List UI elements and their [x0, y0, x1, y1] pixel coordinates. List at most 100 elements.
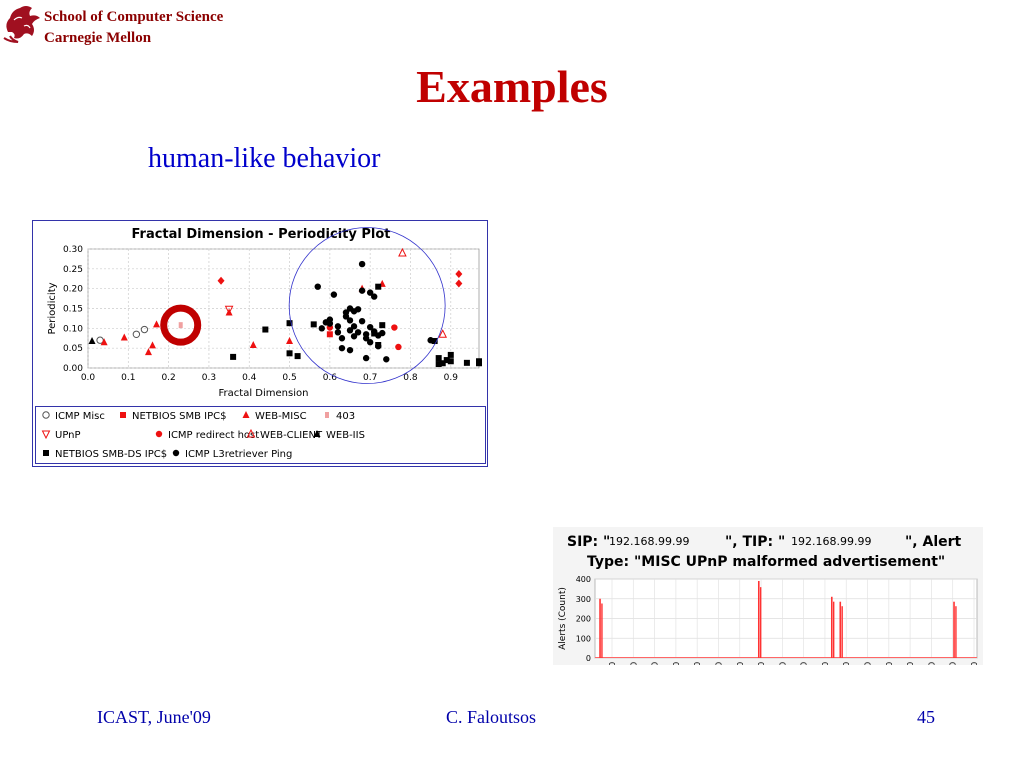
legend-item: ICMP Misc [41, 410, 105, 424]
data-point [358, 317, 366, 325]
x-tick-label: 0.0 [81, 373, 96, 383]
school-line-2: Carnegie Mellon [44, 30, 152, 46]
alert-x-tick: 10 [906, 662, 915, 665]
alert-burst-bar [599, 598, 601, 658]
legend-label: ICMP Misc [55, 411, 105, 422]
data-point [326, 331, 333, 338]
legend-marker-shape [242, 411, 250, 418]
alert-x-tick: 10 [629, 662, 638, 665]
footer-author: C. Faloutsos [446, 707, 537, 727]
data-point [230, 353, 237, 360]
y-tick-label: 0.15 [63, 305, 83, 315]
data-point [294, 353, 301, 360]
x-tick-label: 0.8 [403, 373, 418, 383]
chart-title: Fractal Dimension - Periodicity Plot [131, 227, 390, 242]
legend-label: NETBIOS SMB-DS IPC$ [55, 449, 168, 460]
alert-x-tick: 10 [778, 662, 787, 665]
x-tick-label: 0.1 [121, 373, 135, 383]
legend-label: 403 [336, 411, 356, 422]
legend-marker [325, 412, 329, 418]
legend-marker-shape [42, 411, 50, 419]
legend-label: WEB-MISC [255, 411, 307, 422]
alert-burst [757, 580, 762, 658]
alert-burst-bar [757, 580, 760, 658]
data-point [346, 346, 354, 354]
legend-label: WEB-IIS [326, 430, 365, 441]
alert-x-tick: 10 [970, 662, 979, 665]
alert-y-tick: 0 [586, 654, 591, 663]
legend-marker [41, 430, 51, 440]
data-point [338, 344, 346, 352]
data-point [366, 339, 374, 346]
data-point [463, 359, 470, 366]
legend-marker-shape [313, 430, 321, 437]
x-tick-label: 0.3 [202, 373, 216, 383]
highlight-ring [160, 304, 202, 346]
legend-marker-shape [155, 430, 163, 438]
legend-item: ICMP L3retriever Ping [171, 448, 292, 462]
legend-marker-shape [120, 412, 126, 418]
alert-x-tick: 10 [927, 662, 936, 665]
alert-count-chart: 0 100 200 300 400 10 10 10 10 10 10 10 10 10 10 10 10 10 1… [558, 575, 979, 665]
alert-x-tick: 10 [949, 662, 958, 665]
alert-x-tick: 10 [885, 662, 894, 665]
data-point [435, 355, 442, 362]
data-point [375, 283, 382, 290]
y-tick-label: 0.30 [63, 245, 83, 255]
data-point [153, 320, 161, 328]
alert-burst-bar [830, 596, 833, 658]
data-point [370, 293, 378, 300]
legend-label: WEB-CLIENT [260, 430, 323, 441]
data-point [346, 317, 354, 324]
legend-marker-shape [172, 449, 180, 457]
alert-sip-label: SIP: " [567, 534, 611, 550]
alert-burst [830, 596, 835, 658]
y-tick-label: 0.25 [63, 265, 83, 275]
slide-title: Examples [416, 61, 608, 112]
school-line-1: School of Computer Science [44, 9, 224, 25]
x-axis-label: Fractal Dimension [219, 388, 309, 399]
alert-x-tick: 10 [672, 662, 681, 665]
legend-marker [42, 411, 50, 419]
alert-burst-bar [832, 601, 835, 658]
data-point [286, 320, 293, 327]
alert-type-line: Type: "MISC UPnP malformed advertisement… [587, 554, 946, 570]
data-point [249, 340, 257, 348]
data-point [334, 323, 342, 330]
x-tick-label: 0.7 [363, 373, 377, 383]
alert-burst-bar [839, 601, 842, 658]
x-tick-label: 0.9 [444, 373, 459, 383]
alert-x-tick: 10 [693, 662, 702, 665]
data-point [326, 320, 334, 327]
griffin-icon [3, 6, 40, 43]
alert-y-tick: 200 [576, 615, 591, 624]
legend-label: ICMP redirect host [168, 430, 260, 441]
x-tick-label: 0.4 [242, 373, 257, 383]
legend-marker [242, 411, 250, 418]
alert-y-axis-label: Alerts (Count) [558, 587, 568, 650]
alert-x-tick: 10 [757, 662, 766, 665]
data-point [354, 306, 362, 313]
data-point [375, 342, 382, 350]
alert-x-tick: 10 [736, 662, 745, 665]
legend-marker [155, 430, 163, 438]
data-point [447, 358, 454, 365]
x-tick-label: 0.2 [161, 373, 175, 383]
legend-item: ICMP redirect host [154, 429, 259, 443]
data-point [455, 269, 463, 278]
data-point [362, 354, 370, 362]
data-point [358, 287, 366, 294]
legend-marker [313, 430, 321, 437]
alert-x-tick: 10 [800, 662, 809, 665]
legend-item: WEB-IIS [312, 429, 365, 443]
legend-marker [120, 412, 126, 418]
y-axis-label: Periodicity [47, 282, 58, 334]
data-point [144, 348, 152, 356]
data-point [120, 333, 128, 341]
alert-burst-bar [953, 601, 955, 658]
legend-marker-shape [246, 428, 256, 438]
alert-burst [839, 601, 843, 658]
scatter-legend: ICMP Misc NETBIOS SMB IPC$ WEB-MISC 403 UPnP… [35, 406, 486, 464]
data-point [391, 324, 398, 331]
data-point [379, 329, 386, 337]
